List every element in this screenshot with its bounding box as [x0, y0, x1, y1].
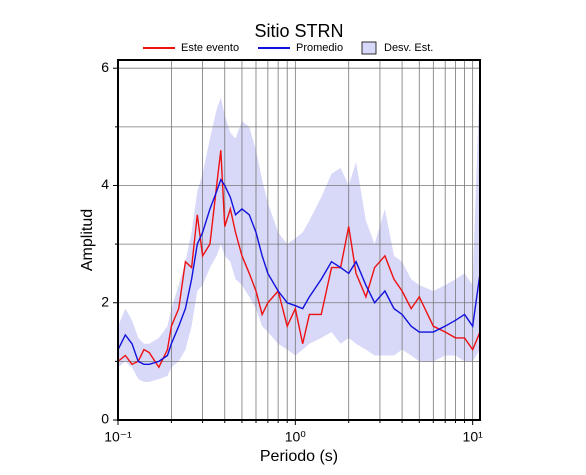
std-band [118, 68, 480, 382]
x-tick-label: 10¹ [463, 429, 484, 445]
legend-label: Promedio [296, 42, 343, 54]
legend-swatch [361, 41, 377, 55]
y-tick-label: 4 [101, 176, 109, 192]
plot-frame [117, 59, 481, 421]
y-tick-label: 0 [101, 411, 109, 427]
x-axis-label: Periodo (s) [260, 448, 338, 465]
series-line [117, 150, 481, 369]
y-tick-label: 6 [101, 59, 109, 75]
series-line [117, 178, 481, 365]
y-tick-label: 2 [101, 293, 109, 309]
x-tick-label: 10⁻¹ [104, 429, 132, 445]
x-tick-label: 10⁰ [285, 429, 307, 445]
legend-label: Este evento [181, 42, 239, 54]
y-axis-label: Amplitud [79, 209, 96, 271]
chart-title: Sitio STRN [254, 21, 343, 41]
legend-label: Desv. Est. [384, 42, 433, 54]
